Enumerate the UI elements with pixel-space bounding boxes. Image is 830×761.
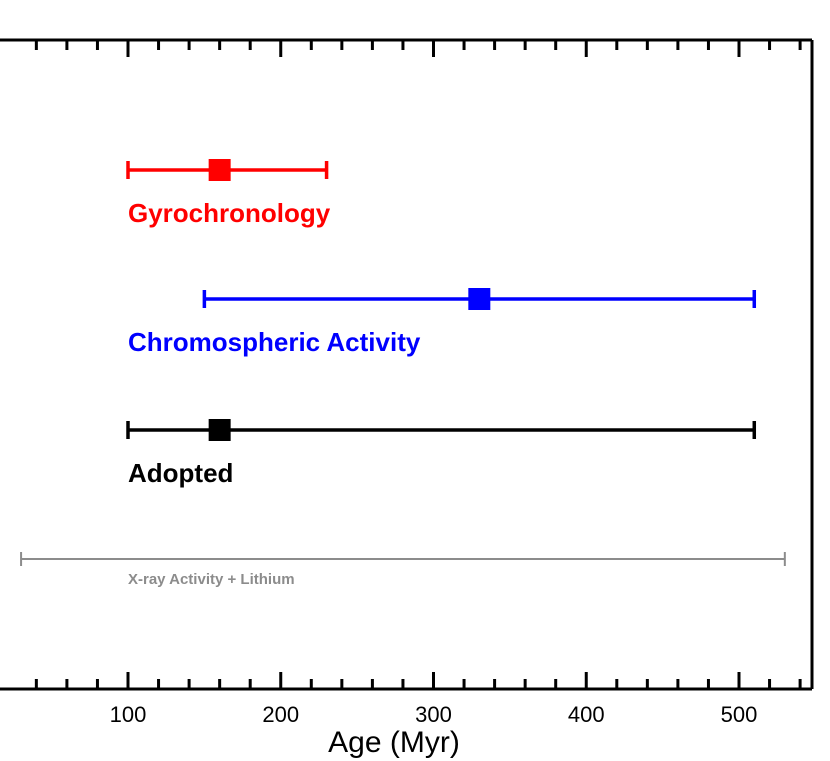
x-axis-tick-labels: 100 200 300 400 500 — [110, 702, 758, 727]
marker-adopted — [208, 419, 231, 441]
label-chromospheric-activity: Chromospheric Activity — [128, 327, 421, 357]
x-axis-ticks — [34, 40, 802, 689]
tick-label-400: 400 — [568, 702, 605, 727]
label-x-ray-activity-lithium: X-ray Activity + Lithium — [128, 571, 295, 588]
tick-label-500: 500 — [721, 702, 758, 727]
tick-label-200: 200 — [262, 702, 299, 727]
tick-label-300: 300 — [415, 702, 452, 727]
x-axis-title: Age (Myr) — [328, 726, 460, 759]
series-chromospheric-activity: Chromospheric Activity — [128, 288, 757, 357]
series-adopted: Adopted — [126, 419, 757, 488]
label-gyrochronology: Gyrochronology — [128, 198, 331, 228]
marker-gyrochronology — [208, 159, 231, 181]
series-group: Gyrochronology Chromospheric Activity Adop… — [20, 159, 786, 588]
tick-label-100: 100 — [110, 702, 147, 727]
marker-chromospheric-activity — [468, 288, 491, 310]
plot-frame — [0, 38, 814, 691]
series-x-ray-activity-lithium: X-ray Activity + Lithium — [20, 552, 786, 588]
series-gyrochronology: Gyrochronology — [126, 159, 331, 228]
label-adopted: Adopted — [128, 458, 233, 488]
